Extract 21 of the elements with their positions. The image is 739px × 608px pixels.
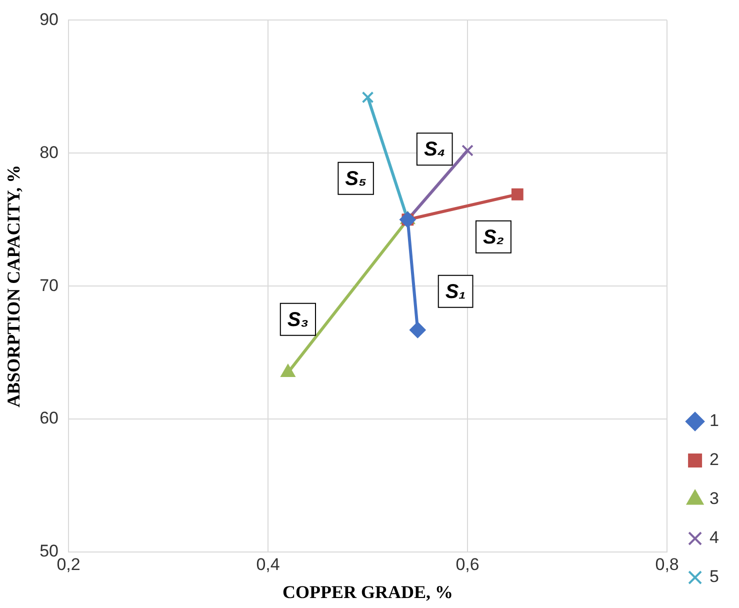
y-tick-label: 90 bbox=[40, 10, 59, 29]
legend-label: 3 bbox=[710, 489, 720, 508]
y-tick-label: 50 bbox=[40, 542, 59, 561]
annotation: S₃ bbox=[287, 308, 309, 331]
y-tick-label: 60 bbox=[40, 408, 59, 428]
x-tick-label: 0,8 bbox=[655, 554, 679, 574]
annotation: S₂ bbox=[482, 226, 504, 248]
x-tick-label: 0,4 bbox=[256, 554, 280, 574]
y-tick-label: 80 bbox=[40, 142, 59, 162]
annotation: S₄ bbox=[424, 138, 446, 161]
legend-label: 5 bbox=[710, 567, 720, 586]
x-tick-label: 0,2 bbox=[56, 554, 80, 574]
x-axis-title: COPPER GRADE, % bbox=[282, 582, 454, 602]
legend-label: 2 bbox=[710, 450, 720, 470]
legend-label: 1 bbox=[710, 411, 720, 430]
legend-label: 4 bbox=[710, 528, 720, 548]
annotation: S₁ bbox=[445, 280, 466, 303]
y-tick-label: 70 bbox=[40, 276, 59, 295]
annotation: S₅ bbox=[345, 168, 367, 190]
y-axis-title: ABSORPTION CAPACITY, % bbox=[3, 164, 24, 408]
x-tick-label: 0,6 bbox=[456, 554, 480, 574]
